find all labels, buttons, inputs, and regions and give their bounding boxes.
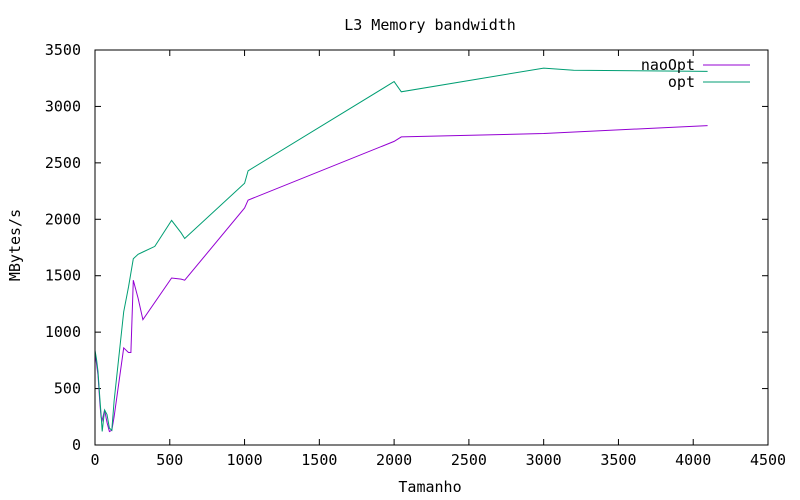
y-tick-label: 1000 — [45, 323, 81, 341]
y-axis-label: MBytes/s — [6, 209, 24, 281]
y-tick-label: 3000 — [45, 97, 81, 115]
x-tick-label: 1000 — [226, 451, 262, 469]
y-tick-label: 1500 — [45, 267, 81, 285]
x-tick-label: 3500 — [600, 451, 636, 469]
x-tick-label: 0 — [90, 451, 99, 469]
series-line-opt — [94, 67, 708, 432]
x-tick-label: 3000 — [526, 451, 562, 469]
axis-ticks: 0 500 1000 1500 2000 2500 3000 3500 4000 4500 0 500… — [45, 41, 786, 469]
legend-label-opt: opt — [668, 73, 695, 91]
x-tick-label: 1500 — [301, 451, 337, 469]
x-tick-label: 500 — [156, 451, 183, 469]
y-tick-label: 0 — [72, 436, 81, 454]
y-tick-label: 500 — [54, 380, 81, 398]
legend-label-naoOpt: naoOpt — [641, 56, 695, 74]
x-tick-label: 4500 — [750, 451, 786, 469]
plot-frame — [94, 49, 769, 446]
x-tick-label: 4000 — [675, 451, 711, 469]
y-tick-label: 2500 — [45, 154, 81, 172]
y-tick-label: 2000 — [45, 210, 81, 228]
x-tick-label: 2500 — [451, 451, 487, 469]
chart-title: L3 Memory bandwidth — [344, 16, 516, 34]
x-tick-label: 2000 — [376, 451, 412, 469]
y-tick-label: 3500 — [45, 41, 81, 59]
series-group — [94, 67, 708, 433]
x-axis-label: Tamanho — [398, 478, 461, 496]
series-line-naoOpt — [94, 125, 708, 433]
